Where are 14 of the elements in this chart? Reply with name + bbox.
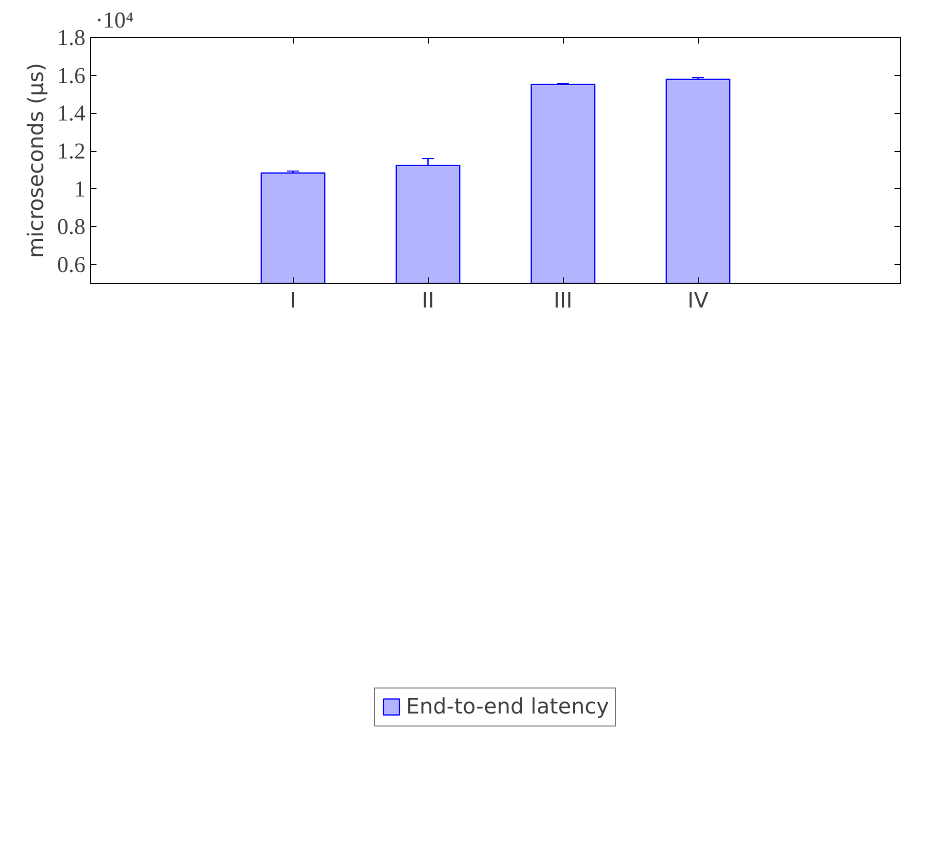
x-tick-label: III [554,288,572,314]
y-tick-label: 1.8 [57,25,86,50]
y-tick-label: 1 [74,176,86,202]
y-tick-label: 0.8 [57,214,86,240]
y-tick-label: 1.4 [57,100,86,126]
x-tick-label: II [422,288,434,314]
x-tick-label: I [290,288,296,314]
y-axis-title: microseconds (μs) [24,62,50,258]
y-tick-label: 1.2 [57,138,86,164]
y-tick-label: 0.6 [57,252,86,278]
text: ·10⁴ [96,8,134,32]
y-tick-label: 1.6 [57,62,86,88]
legend-label: End-to-end latency [406,694,610,720]
x-tick-label: IV [688,288,709,314]
